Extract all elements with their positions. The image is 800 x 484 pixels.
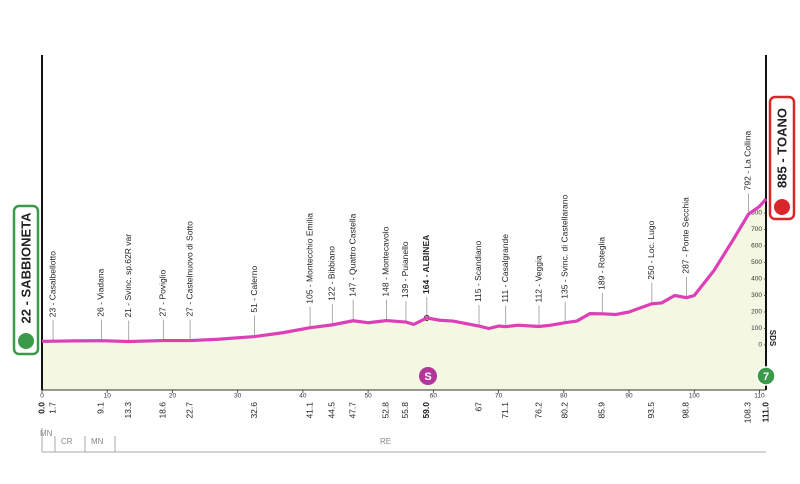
waypoint-label: 189 - Roteglia <box>597 237 607 290</box>
y-tick-label: 0 <box>758 342 762 349</box>
y-tick-label: 300 <box>751 292 762 299</box>
waypoint-label: 250 - Loc. Lugo <box>646 220 656 279</box>
km-label: 13.3 <box>123 402 133 419</box>
y-tick-label: 100 <box>751 325 762 332</box>
waypoint-label: 27 - Castelnuovo di Sotto <box>184 221 194 317</box>
climb-badge-label: 7 <box>763 371 769 383</box>
region-label: MN <box>91 437 104 446</box>
x-tick-label: 110 <box>754 393 765 400</box>
x-tick-label: 70 <box>495 393 503 400</box>
km-label: 80.2 <box>559 402 569 419</box>
start-icon <box>18 333 34 349</box>
x-tick-label: 30 <box>234 393 242 400</box>
start-box <box>12 204 40 356</box>
km-label: 0.0 <box>36 402 46 414</box>
start-label-box: 22 - SABBIONETA <box>12 204 40 356</box>
waypoint-label: 147 - Quattro Castella <box>347 213 357 296</box>
start-name: 22 - SABBIONETA <box>18 212 33 324</box>
km-label: 52.8 <box>381 402 391 419</box>
y-tick-label: 600 <box>751 243 762 250</box>
km-label: 32.6 <box>249 402 259 419</box>
waypoint-label: 287 - Ponte Secchia <box>681 197 691 274</box>
profile-background <box>42 193 766 390</box>
waypoint-label: 51 - Calerno <box>249 266 259 313</box>
waypoint-label: 115 - Scandiano <box>473 240 483 302</box>
km-label: 85.9 <box>597 402 607 419</box>
y-tick-label: 700 <box>751 226 762 233</box>
km-label: 93.5 <box>646 402 656 419</box>
y-tick-label: 200 <box>751 309 762 316</box>
sds-note: SDS <box>768 330 777 347</box>
x-tick-label: 20 <box>169 393 177 400</box>
waypoint-label: 112 - Veggia <box>533 255 543 302</box>
x-tick-label: 10 <box>104 393 112 400</box>
finish-box <box>768 95 796 221</box>
waypoint-label: 105 - Montecchio Emilia <box>304 213 314 304</box>
y-tick-label: 400 <box>751 276 762 283</box>
km-label: 59.0 <box>421 402 431 419</box>
waypoint-label: 122 - Bibbiano <box>327 246 337 301</box>
x-tick-label: 40 <box>299 393 307 400</box>
km-label: 44.5 <box>327 402 337 419</box>
x-tick-label: 90 <box>625 393 633 400</box>
waypoint-label: 148 - Montecavolo <box>381 226 391 296</box>
km-label: 67 <box>473 402 483 412</box>
profile-line <box>41 197 768 344</box>
km-label: 98.8 <box>681 402 691 419</box>
x-tick-label: 0 <box>40 393 44 400</box>
waypoint-label: 23 - Casalbellotto <box>47 251 57 317</box>
waypoint-label: 135 - Svinc. di Castellarano <box>559 195 569 299</box>
waypoint-label: 21 - Svinc. sp.62R var <box>123 234 133 318</box>
region-dividers <box>41 428 766 453</box>
km-label: 47.7 <box>347 402 357 419</box>
x-tick-label: 50 <box>365 393 373 400</box>
km-label: 1.7 <box>47 402 57 414</box>
km-label: 71.1 <box>500 402 510 419</box>
km-label: 55.8 <box>400 402 410 419</box>
x-tick-label: 100 <box>689 393 700 400</box>
region-label: MN <box>40 429 53 438</box>
profile-fill <box>42 198 766 390</box>
y-tick-label: 500 <box>751 259 762 266</box>
km-label: 41.1 <box>304 402 314 419</box>
y-tick-label: 800 <box>751 210 762 217</box>
km-label: 111.0 <box>760 402 770 423</box>
region-label: CR <box>61 437 73 446</box>
finish-icon <box>774 199 790 215</box>
region-label: RE <box>380 437 391 446</box>
waypoint-label: 27 - Poviglio <box>158 269 168 316</box>
km-label: 108.3 <box>743 402 753 424</box>
finish-label-box: 885 - TOANO <box>768 95 796 221</box>
km-label: 9.1 <box>96 402 106 414</box>
km-label: 18.6 <box>158 402 168 419</box>
finish-name: 885 - TOANO <box>774 108 789 188</box>
x-tick-label: 80 <box>560 393 568 400</box>
waypoint-label: 164 - ALBINEA <box>421 235 431 294</box>
x-tick-label: 60 <box>430 393 438 400</box>
km-label: 22.7 <box>184 402 194 419</box>
sprint-badge <box>419 367 437 385</box>
waypoint-label: 139 - Puianello <box>400 241 410 298</box>
sprint-badge-label: S <box>424 371 431 383</box>
waypoint-label: 111 - Casalgrande <box>500 234 510 303</box>
waypoint-label: 26 - Viadana <box>96 268 106 316</box>
climb-badge <box>756 366 776 386</box>
waypoint-label: 792 - La Collina <box>743 131 753 191</box>
profile-foreground: 0.0 23 - Casalbellotto 1.7 26 - Viadana 9.1 2… <box>36 131 770 424</box>
km-label: 76.2 <box>533 402 543 419</box>
